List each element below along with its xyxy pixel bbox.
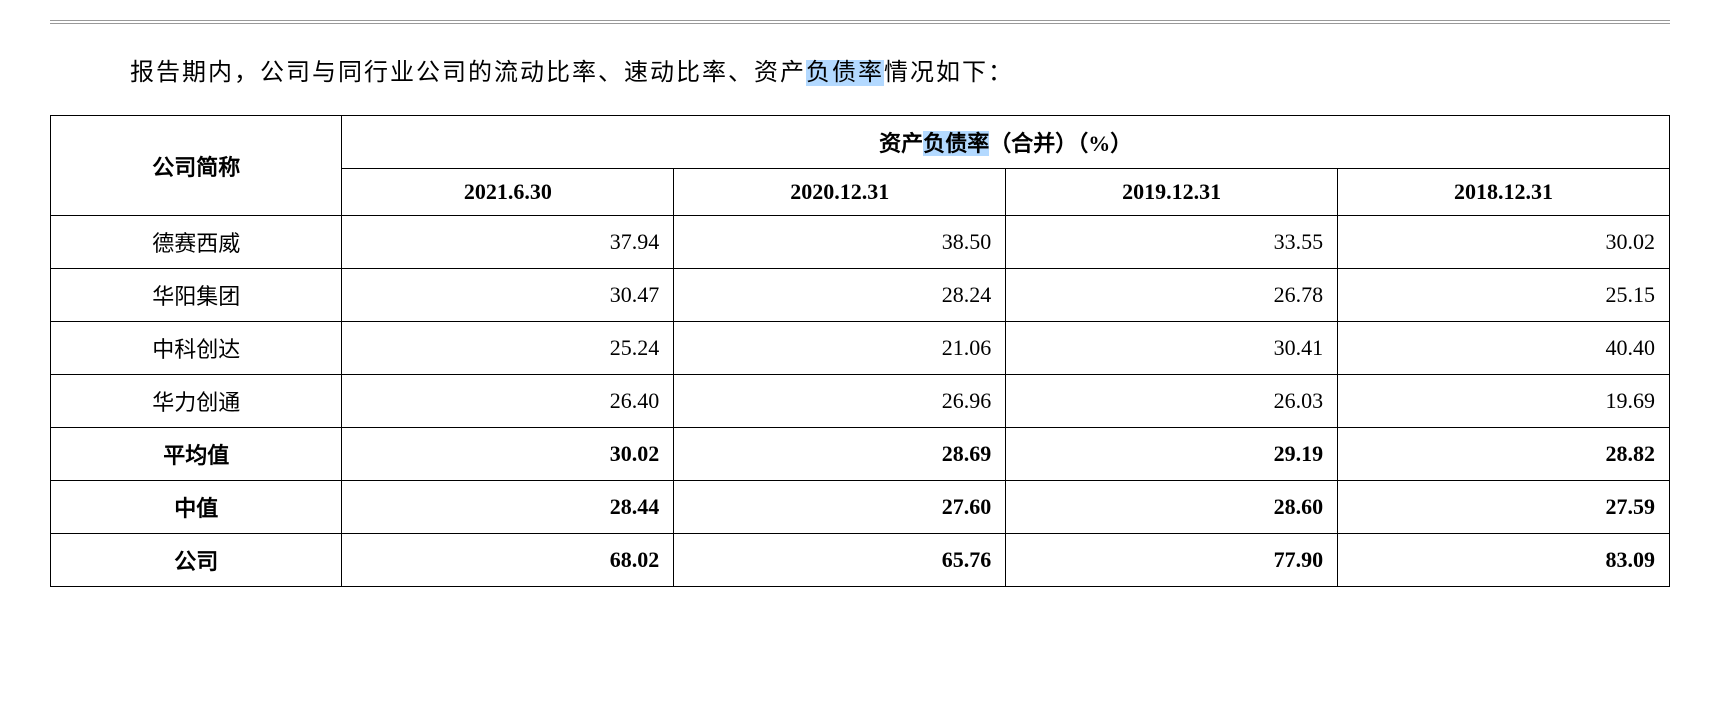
header-company-name: 公司简称	[51, 116, 342, 216]
header-date-2: 2019.12.31	[1006, 169, 1338, 216]
intro-paragraph: 报告期内，公司与同行业公司的流动比率、速动比率、资产负债率情况如下：	[50, 52, 1670, 95]
row-value: 26.03	[1006, 375, 1338, 428]
row-value: 28.60	[1006, 481, 1338, 534]
header-date-3: 2018.12.31	[1338, 169, 1670, 216]
table-row: 华阳集团30.4728.2426.7825.15	[51, 269, 1670, 322]
intro-suffix: 情况如下：	[884, 60, 1014, 86]
intro-prefix: 报告期内，公司与同行业公司的流动比率、速动比率、资产	[130, 60, 806, 86]
table-row: 华力创通26.4026.9626.0319.69	[51, 375, 1670, 428]
row-value: 30.02	[1338, 216, 1670, 269]
row-company-name: 公司	[51, 534, 342, 587]
table-row: 平均值30.0228.6929.1928.82	[51, 428, 1670, 481]
table-row: 德赛西威37.9438.5033.5530.02	[51, 216, 1670, 269]
row-value: 25.15	[1338, 269, 1670, 322]
row-value: 26.96	[674, 375, 1006, 428]
header-date-1: 2020.12.31	[674, 169, 1006, 216]
header-super-suffix: （合并）（%）	[989, 131, 1132, 156]
row-value: 40.40	[1338, 322, 1670, 375]
row-value: 28.69	[674, 428, 1006, 481]
row-value: 65.76	[674, 534, 1006, 587]
header-super-prefix: 资产	[879, 131, 923, 156]
row-value: 38.50	[674, 216, 1006, 269]
row-company-name: 德赛西威	[51, 216, 342, 269]
row-value: 33.55	[1006, 216, 1338, 269]
row-value: 30.02	[342, 428, 674, 481]
row-value: 28.82	[1338, 428, 1670, 481]
row-value: 27.59	[1338, 481, 1670, 534]
row-value: 26.40	[342, 375, 674, 428]
row-value: 30.47	[342, 269, 674, 322]
header-super: 资产负债率（合并）（%）	[342, 116, 1670, 169]
table-row: 中值28.4427.6028.6027.59	[51, 481, 1670, 534]
table-row: 公司68.0265.7677.9083.09	[51, 534, 1670, 587]
row-value: 19.69	[1338, 375, 1670, 428]
row-company-name: 华阳集团	[51, 269, 342, 322]
row-value: 68.02	[342, 534, 674, 587]
row-value: 30.41	[1006, 322, 1338, 375]
intro-highlight: 负债率	[806, 60, 884, 86]
row-company-name: 华力创通	[51, 375, 342, 428]
row-company-name: 中科创达	[51, 322, 342, 375]
row-value: 25.24	[342, 322, 674, 375]
row-value: 28.24	[674, 269, 1006, 322]
row-company-name: 中值	[51, 481, 342, 534]
row-value: 77.90	[1006, 534, 1338, 587]
header-date-0: 2021.6.30	[342, 169, 674, 216]
row-value: 28.44	[342, 481, 674, 534]
ratio-table: 公司简称 资产负债率（合并）（%） 2021.6.30 2020.12.31 2…	[50, 115, 1670, 587]
row-company-name: 平均值	[51, 428, 342, 481]
row-value: 29.19	[1006, 428, 1338, 481]
row-value: 83.09	[1338, 534, 1670, 587]
row-value: 27.60	[674, 481, 1006, 534]
row-value: 21.06	[674, 322, 1006, 375]
row-value: 37.94	[342, 216, 674, 269]
table-body: 德赛西威37.9438.5033.5530.02华阳集团30.4728.2426…	[51, 216, 1670, 587]
table-row: 中科创达25.2421.0630.4140.40	[51, 322, 1670, 375]
row-value: 26.78	[1006, 269, 1338, 322]
header-super-highlight: 负债率	[923, 131, 989, 156]
